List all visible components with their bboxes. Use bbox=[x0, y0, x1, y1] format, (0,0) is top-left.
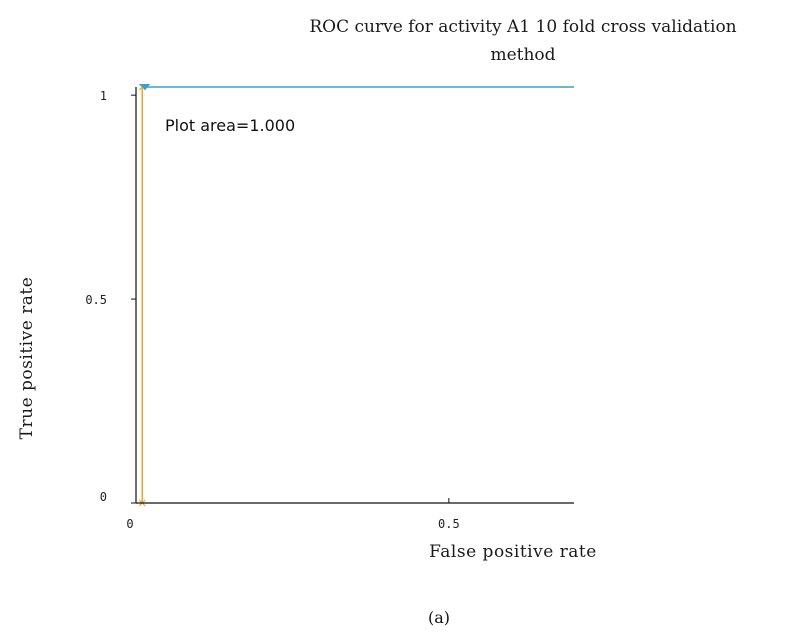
y-tick-label-1: 0.5 bbox=[85, 293, 107, 307]
y-axis-ticks: 00.51 bbox=[85, 89, 136, 504]
y-axis-label: True positive rate bbox=[17, 277, 37, 440]
y-tick-label-0: 0 bbox=[100, 490, 107, 504]
chart-title-line2: method bbox=[490, 45, 555, 65]
figure-caption: (a) bbox=[428, 608, 450, 627]
chart-title-line1: ROC curve for activity A1 10 fold cross … bbox=[309, 17, 736, 37]
roc-point-2 bbox=[139, 84, 151, 90]
x-axis-label: False positive rate bbox=[429, 542, 597, 562]
plot-area-annotation: Plot area=1.000 bbox=[165, 116, 295, 135]
x-axis-ticks: 0 0.5 bbox=[126, 498, 460, 531]
x-tick-label-1: 0.5 bbox=[438, 517, 460, 531]
y-tick-label-2: 1 bbox=[100, 89, 107, 103]
x-tick-label-0: 0 bbox=[126, 517, 133, 531]
series-layer bbox=[138, 83, 574, 507]
